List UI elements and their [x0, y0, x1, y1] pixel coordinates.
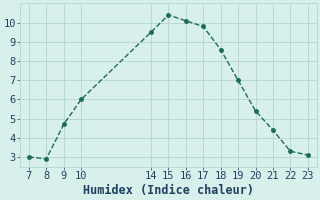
X-axis label: Humidex (Indice chaleur): Humidex (Indice chaleur) [83, 184, 254, 197]
